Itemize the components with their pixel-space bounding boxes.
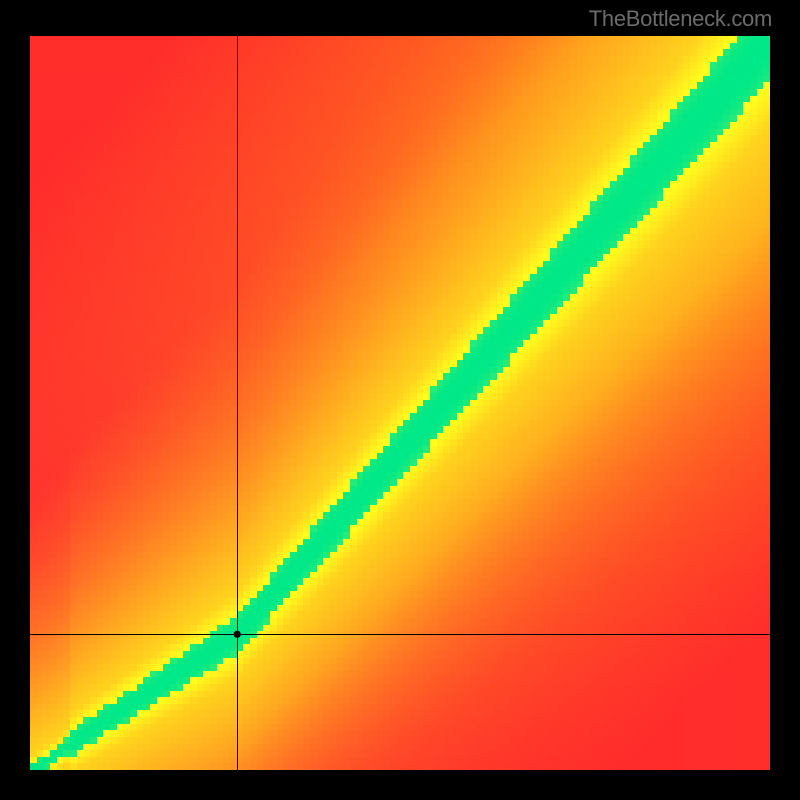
heatmap-canvas: [30, 36, 770, 770]
heatmap-plot: [30, 36, 770, 770]
attribution-label: TheBottleneck.com: [589, 6, 772, 32]
